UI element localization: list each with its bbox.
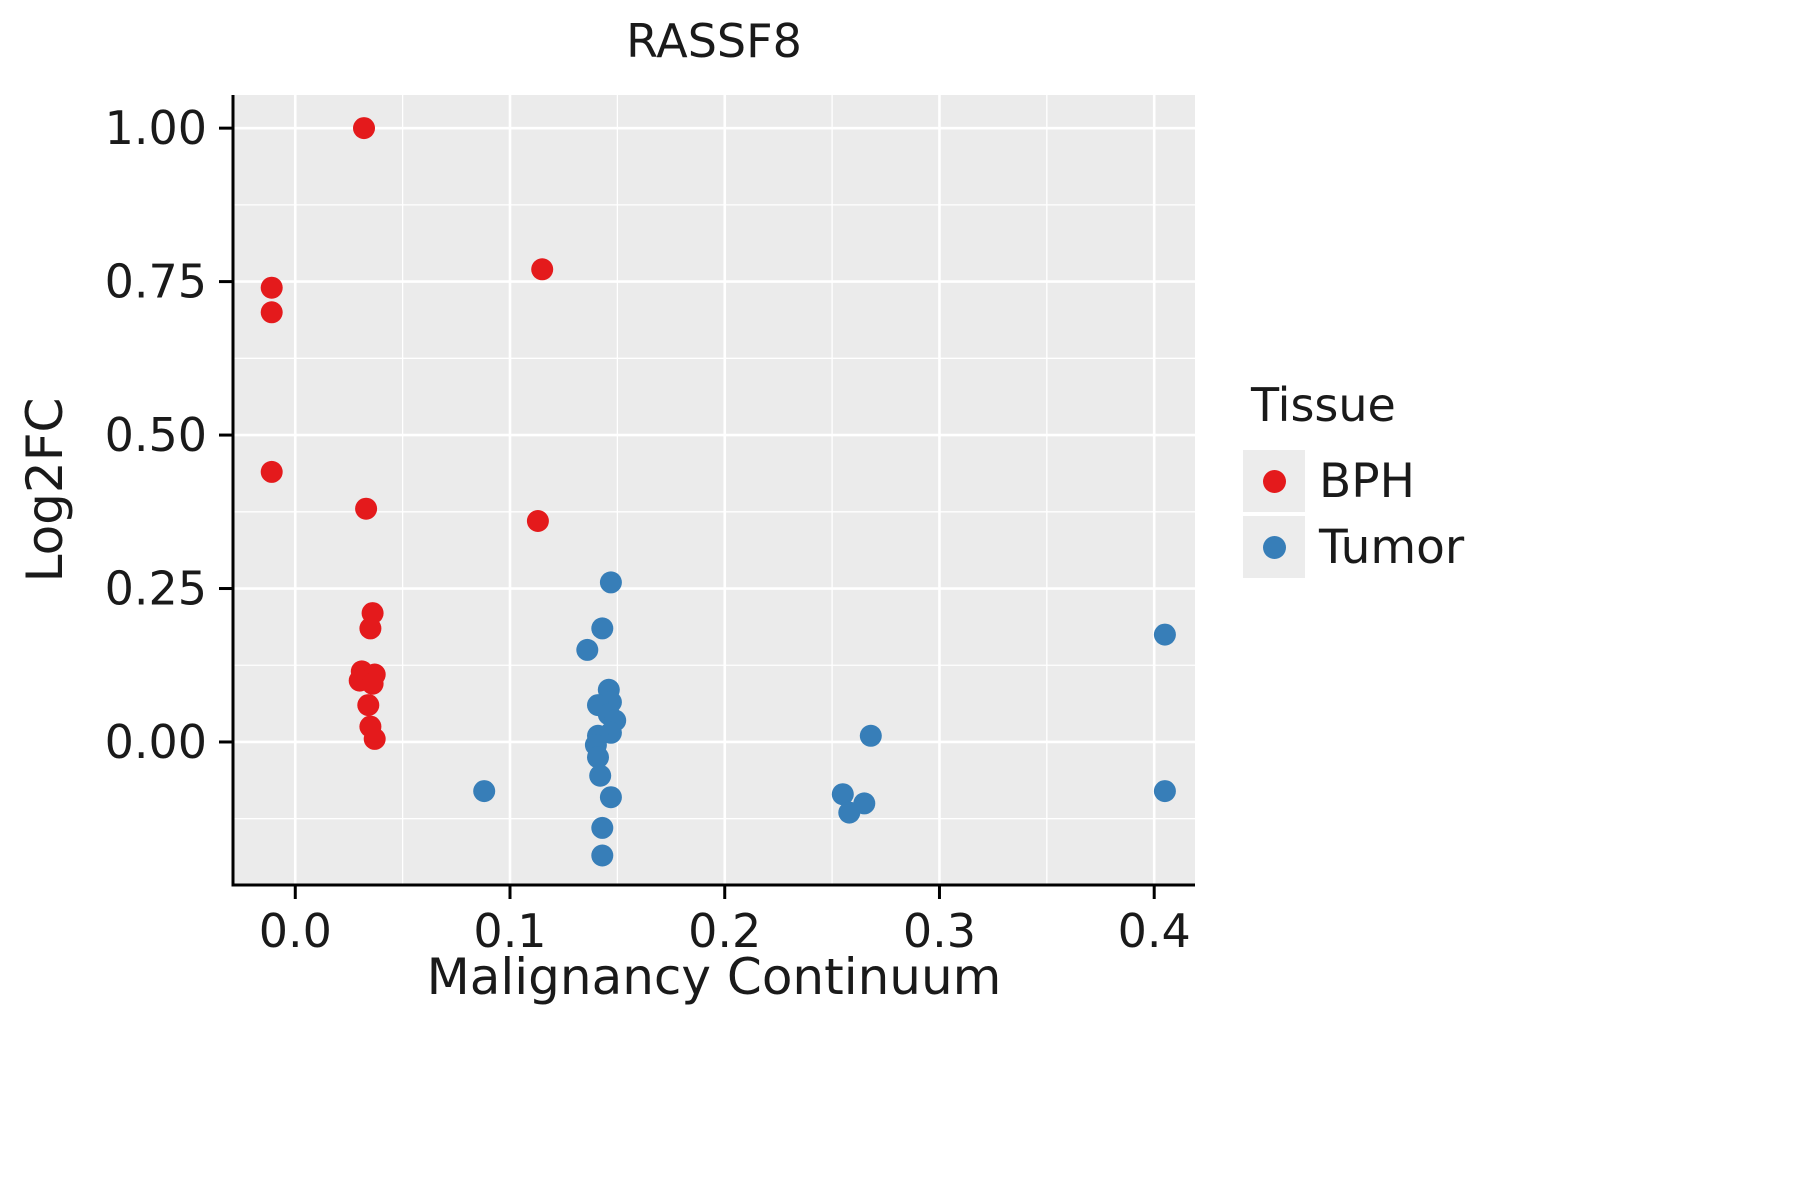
- point-bph: [363, 727, 386, 750]
- legend-title: Tissue: [1251, 378, 1396, 432]
- legend-key-tumor: [1243, 516, 1305, 578]
- plot-panel: [233, 95, 1195, 885]
- legend: Tissue BPH Tumor: [1243, 378, 1464, 582]
- x-tick-label: 0.4: [1118, 904, 1191, 958]
- point-tumor: [591, 617, 614, 640]
- point-tumor: [591, 844, 614, 867]
- y-tick-label: 0.25: [105, 562, 207, 616]
- point-tumor: [838, 801, 861, 824]
- point-bph: [526, 510, 549, 532]
- point-tumor: [587, 746, 609, 769]
- legend-key-bph: [1243, 450, 1305, 512]
- y-tick-label: 0.50: [105, 408, 207, 462]
- y-tick-label: 0.00: [105, 715, 207, 769]
- point-bph: [260, 460, 283, 483]
- chart-title: RASSF8: [626, 14, 802, 68]
- y-tick-label: 0.75: [105, 255, 207, 309]
- point-bph: [355, 497, 378, 520]
- point-tumor: [599, 571, 622, 594]
- point-bph: [357, 694, 380, 717]
- legend-dot-tumor-icon: [1262, 535, 1286, 559]
- legend-dot-bph-icon: [1262, 469, 1286, 493]
- legend-label-tumor: Tumor: [1319, 519, 1465, 575]
- y-axis-label: Log2FC: [16, 397, 74, 583]
- point-tumor: [1153, 623, 1176, 646]
- x-axis-label: Malignancy Continuum: [426, 948, 1002, 1006]
- point-bph: [260, 276, 283, 299]
- point-bph: [353, 117, 375, 140]
- point-tumor: [859, 724, 882, 747]
- point-tumor: [1153, 780, 1176, 803]
- point-bph: [531, 258, 554, 281]
- legend-item-bph: BPH: [1243, 450, 1464, 512]
- legend-item-tumor: Tumor: [1243, 516, 1464, 578]
- x-tick-label: 0.2: [688, 904, 761, 958]
- point-tumor: [599, 786, 622, 809]
- legend-label-bph: BPH: [1319, 453, 1415, 509]
- x-tick-label: 0.1: [473, 904, 546, 958]
- x-tick-label: 0.3: [903, 904, 976, 958]
- point-tumor: [576, 638, 599, 661]
- y-tick-label: 1.00: [105, 101, 207, 155]
- point-bph: [361, 672, 384, 695]
- point-tumor: [589, 764, 612, 787]
- point-tumor: [831, 783, 854, 806]
- point-tumor: [473, 780, 496, 803]
- x-tick-label: 0.0: [259, 904, 332, 958]
- point-tumor: [591, 816, 614, 839]
- point-bph: [359, 617, 382, 640]
- point-bph: [260, 301, 283, 324]
